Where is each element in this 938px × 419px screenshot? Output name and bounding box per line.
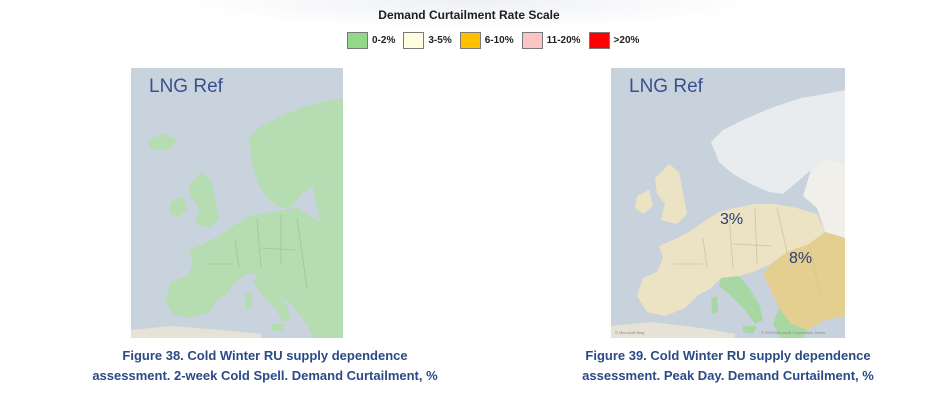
land-north-africa bbox=[131, 326, 261, 338]
legend-swatch-0-2 bbox=[347, 31, 368, 49]
legend-title: Demand Curtailment Rate Scale bbox=[378, 8, 560, 22]
land-ireland bbox=[169, 196, 187, 218]
land-north-africa bbox=[611, 322, 735, 338]
caption-line-2: assessment. 2-week Cold Spell. Demand Cu… bbox=[92, 368, 438, 383]
map-europe-green bbox=[131, 68, 343, 338]
land-east bbox=[803, 158, 845, 238]
curtailment-label-west: 3% bbox=[720, 211, 744, 228]
map-title: LNG Ref bbox=[629, 76, 703, 97]
land-scandinavia bbox=[249, 98, 343, 208]
land-uk bbox=[189, 172, 219, 228]
header-decoration bbox=[170, 0, 770, 30]
legend-label-0-2: 0-2% bbox=[372, 34, 396, 46]
legend-swatch-11-20 bbox=[521, 31, 543, 49]
land-balkans bbox=[291, 290, 343, 338]
caption-line-1: Figure 39. Cold Winter RU supply depende… bbox=[585, 348, 871, 363]
legend-label-3-5: 3-5% bbox=[428, 34, 452, 46]
map-attribution-left: © Microsoft Bing bbox=[615, 330, 645, 335]
legend-label-11-20: 11-20% bbox=[546, 34, 581, 46]
legend-swatch-6-10 bbox=[459, 31, 481, 49]
region-southeast-highlight bbox=[763, 232, 845, 330]
figure-caption-38: Figure 38. Cold Winter RU supply depende… bbox=[40, 346, 490, 386]
map-peak-day: LNG Ref 3% 8% © Microsoft Bing © 2024 Mi… bbox=[611, 68, 845, 338]
legend-swatch-3-5 bbox=[403, 31, 425, 49]
land-sardinia bbox=[245, 292, 252, 310]
land-sardinia bbox=[711, 296, 718, 314]
figure-caption-39: Figure 39. Cold Winter RU supply depende… bbox=[528, 346, 928, 386]
map-attribution-right: © 2024 Microsoft Corporation Terms bbox=[761, 330, 826, 335]
legend: 0-2% 3-5% 6-10% 11-20% >20% bbox=[347, 30, 643, 50]
legend-label-over-20: >20% bbox=[613, 34, 640, 46]
curtailment-label-southeast: 8% bbox=[789, 250, 813, 267]
caption-line-1: Figure 38. Cold Winter RU supply depende… bbox=[122, 348, 408, 363]
land-mainland bbox=[165, 208, 343, 318]
caption-line-2: assessment. Peak Day. Demand Curtailment… bbox=[582, 368, 874, 383]
land-italy bbox=[719, 276, 763, 324]
legend-label-6-10: 6-10% bbox=[484, 34, 514, 46]
land-baltic bbox=[313, 180, 343, 230]
map-europe-peak-day bbox=[611, 68, 845, 338]
land-iceland bbox=[147, 134, 177, 150]
land-uk bbox=[655, 164, 687, 224]
country-borders bbox=[209, 214, 308, 289]
land-mainland bbox=[637, 204, 825, 316]
land-sicily bbox=[743, 326, 757, 334]
country-borders bbox=[673, 207, 822, 299]
map-2-week-cold-spell: LNG Ref bbox=[131, 68, 343, 338]
land-scandinavia bbox=[711, 90, 845, 194]
land-italy bbox=[253, 274, 291, 322]
land-ireland bbox=[635, 190, 653, 214]
map-title: LNG Ref bbox=[149, 76, 223, 97]
land-sicily bbox=[271, 324, 285, 332]
legend-swatch-over-20 bbox=[588, 31, 610, 49]
land-greece bbox=[773, 308, 807, 338]
